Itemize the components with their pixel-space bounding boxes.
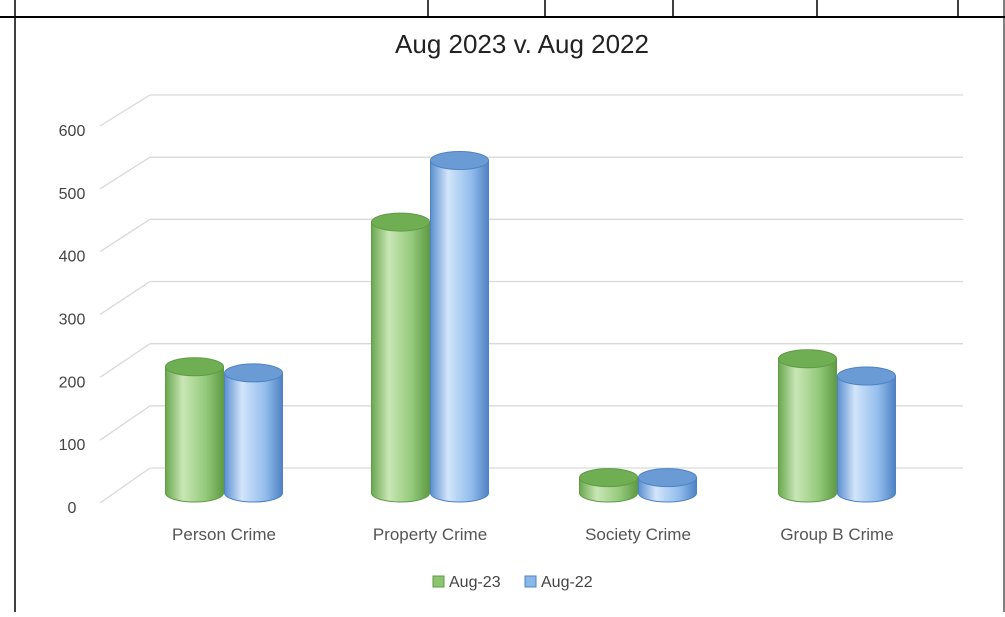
bar-aug-23-person-crime	[165, 357, 224, 503]
legend-label-aug-22: Aug-22	[541, 574, 593, 591]
bar-aug-22-society-crime	[638, 468, 697, 503]
y-tick-label: 100	[59, 437, 86, 454]
bar-aug-22-property-crime	[430, 150, 489, 503]
gridline	[99, 218, 963, 253]
legend-swatch-aug-23	[432, 575, 445, 588]
x-tick-label: Group B Crime	[780, 525, 893, 544]
legend: Aug-23 Aug-22	[432, 574, 593, 591]
bar-aug-22-group-b-crime	[837, 366, 896, 503]
bar-aug-22-person-crime	[224, 363, 283, 503]
bar-aug-23-society-crime	[579, 468, 638, 503]
x-tick-label: Society Crime	[585, 525, 691, 544]
y-tick-label: 300	[59, 312, 86, 329]
gridline	[99, 156, 963, 190]
y-tick-label: 400	[59, 249, 86, 266]
y-tick-label: 0	[68, 500, 77, 517]
chart-title: Aug 2023 v. Aug 2022	[395, 29, 649, 59]
bar-aug-23-group-b-crime	[778, 349, 837, 503]
gridline	[99, 280, 963, 316]
y-tick-label: 500	[59, 186, 86, 203]
y-tick-label: 600	[59, 123, 86, 140]
x-tick-label: Property Crime	[373, 525, 487, 544]
y-tick-label: 200	[59, 374, 86, 391]
bar-aug-23-property-crime	[371, 212, 430, 503]
x-axis-ticks: Person Crime Property Crime Society Crime G…	[172, 525, 894, 544]
bars	[165, 150, 896, 503]
gridline	[99, 94, 963, 127]
gridline	[99, 343, 963, 378]
legend-label-aug-23: Aug-23	[449, 574, 501, 591]
y-axis-ticks: 0 100 200 300 400 500 600	[59, 123, 86, 517]
legend-swatch-aug-22	[524, 575, 537, 588]
x-tick-label: Person Crime	[172, 525, 276, 544]
